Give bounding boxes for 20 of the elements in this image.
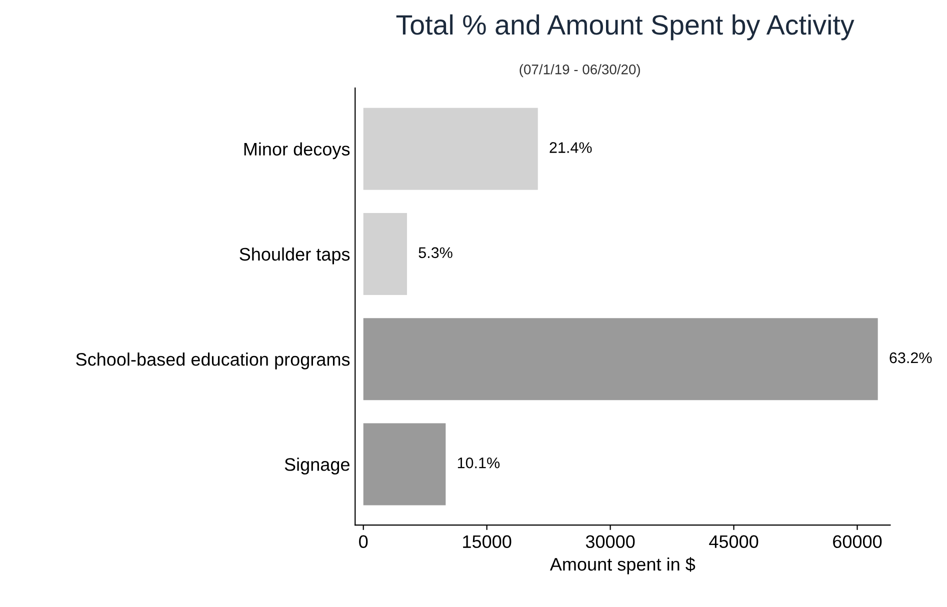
chart-subtitle: (07/1/19 - 06/30/20) <box>520 64 640 78</box>
y-tick-label: School-based education programs <box>76 352 350 370</box>
x-axis-title: Amount spent in $ <box>550 557 696 574</box>
x-tick-label: 60000 <box>833 535 882 548</box>
chart-title: Total % and Amount Spent by Activity <box>396 14 854 40</box>
x-tick-label: 0 <box>359 535 368 548</box>
annotation: 63.2% <box>890 352 932 364</box>
x-tick-label: 30000 <box>586 535 635 548</box>
annotation: 21.4% <box>550 142 592 153</box>
annotation: 5.3% <box>418 247 452 258</box>
bar <box>363 423 446 506</box>
x-tick-label: 45000 <box>709 535 758 548</box>
y-tick-label: Signage <box>284 458 350 474</box>
bar <box>363 212 407 295</box>
bar <box>363 318 878 400</box>
x-tick-label: 15000 <box>463 535 512 548</box>
y-tick-label: Minor decoys <box>244 142 350 160</box>
annotation: 10.1% <box>458 457 500 468</box>
y-tick-label: Shoulder taps <box>240 247 350 264</box>
bar <box>363 108 538 190</box>
